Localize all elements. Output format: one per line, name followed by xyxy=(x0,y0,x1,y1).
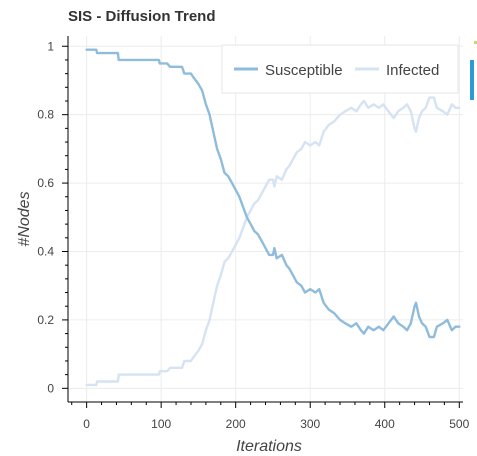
series-line-susceptible xyxy=(85,48,461,339)
x-tick-label: 400 xyxy=(375,417,395,431)
x-tick-label: 500 xyxy=(449,417,469,431)
y-tick-label: 0.8 xyxy=(37,108,54,122)
toolbar-logo-icon xyxy=(474,41,477,44)
y-tick-label: 0.6 xyxy=(37,176,54,190)
x-tick-label: 300 xyxy=(300,417,320,431)
x-tick-label: 100 xyxy=(151,417,171,431)
legend: Susceptible Infected xyxy=(221,44,459,94)
x-tick-label: 0 xyxy=(83,417,90,431)
y-tick-label: 0.4 xyxy=(37,244,54,258)
chart-title: SIS - Diffusion Trend xyxy=(68,8,216,25)
y-tick-label: 0.2 xyxy=(37,313,54,327)
y-ticks: 0 0.2 0.4 0.6 0.8 1 xyxy=(37,39,68,395)
y-tick-label: 1 xyxy=(47,39,54,53)
x-ticks: 0 100 200 300 400 500 xyxy=(71,402,470,431)
series-lines xyxy=(85,48,461,387)
legend-label-infected: Infected xyxy=(386,62,439,79)
legend-label-susceptible: Susceptible xyxy=(265,62,343,79)
y-tick-label: 0 xyxy=(47,381,54,395)
x-tick-label: 200 xyxy=(226,417,246,431)
legend-box xyxy=(221,44,459,94)
y-axis-label: #Nodes xyxy=(16,191,33,246)
series-line-infected xyxy=(85,96,461,387)
x-axis-label: Iterations xyxy=(236,438,302,455)
toolbar-active-indicator[interactable] xyxy=(470,60,474,100)
